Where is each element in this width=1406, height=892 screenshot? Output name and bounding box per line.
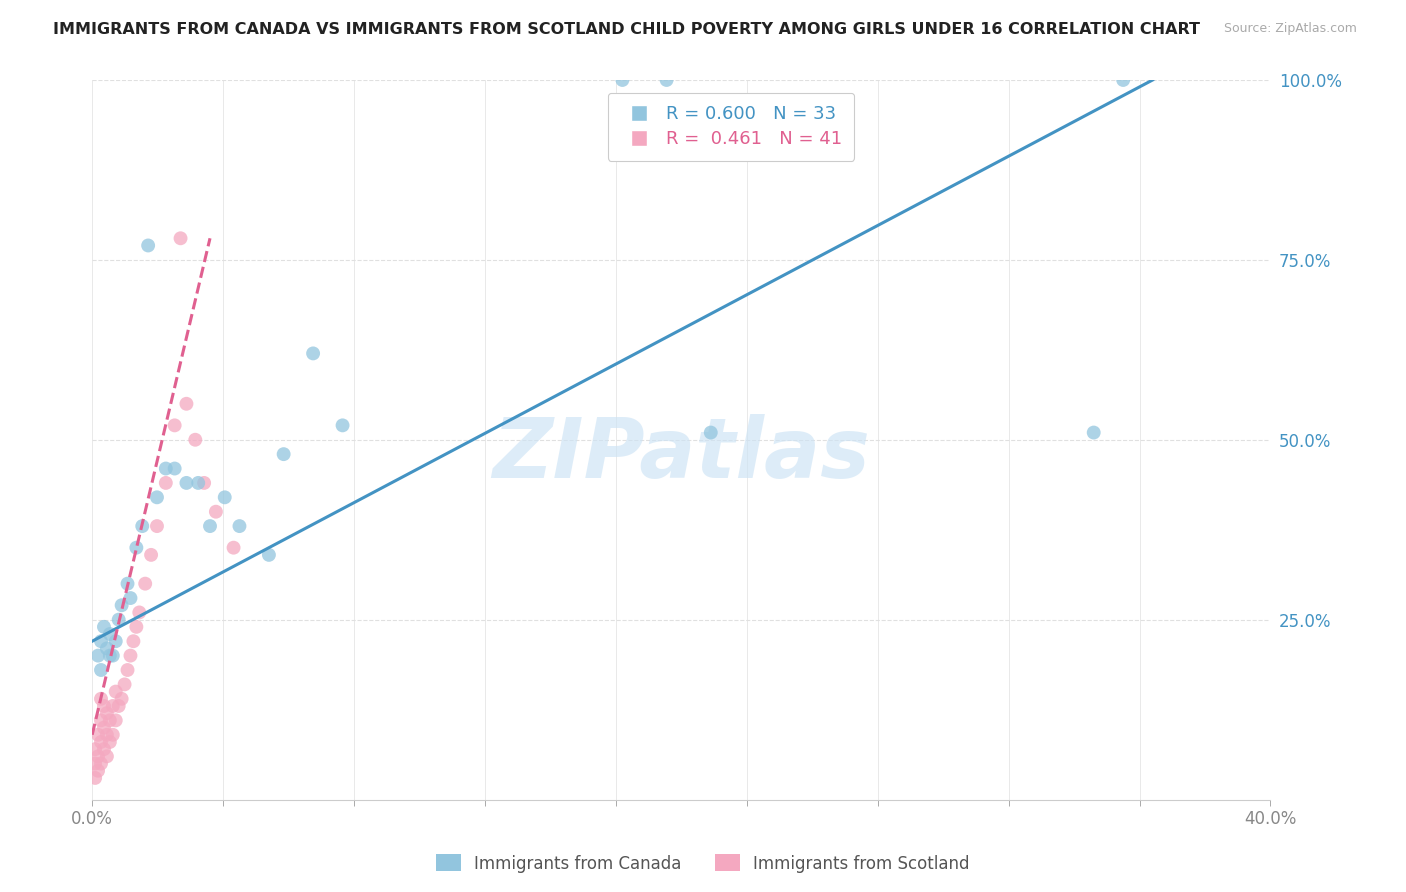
Point [655,73,678,87]
Point [90,691,112,706]
Point [136,238,159,252]
Point [96,706,118,721]
Text: IMMIGRANTS FROM CANADA VS IMMIGRANTS FROM SCOTLAND CHILD POVERTY AMONG GIRLS UND: IMMIGRANTS FROM CANADA VS IMMIGRANTS FRO… [53,22,1201,37]
Point [700,425,723,440]
Point [114,677,136,691]
Point [163,418,186,433]
Point [90,663,112,677]
Point [117,576,139,591]
Point [93,698,115,713]
Point [184,433,207,447]
Point [84,756,107,771]
Point [193,475,215,490]
Point [176,397,198,411]
Text: Source: ZipAtlas.com: Source: ZipAtlas.com [1223,22,1357,36]
Point [163,461,186,475]
Point [222,541,245,555]
Point [139,548,162,562]
Point [273,447,295,461]
Point [87,648,110,663]
Point [90,756,112,771]
Point [155,461,177,475]
Point [98,735,121,749]
Point [128,606,150,620]
Point [93,742,115,756]
Point [1112,73,1135,87]
Point [111,691,134,706]
Point [96,749,118,764]
Point [87,728,110,742]
Legend: Immigrants from Canada, Immigrants from Scotland: Immigrants from Canada, Immigrants from … [429,847,977,880]
Point [612,73,634,87]
Point [104,634,127,648]
Point [90,714,112,728]
Point [176,475,198,490]
Point [187,475,209,490]
Point [104,714,127,728]
Point [205,505,228,519]
Point [146,519,169,533]
Point [90,735,112,749]
Point [107,698,129,713]
Point [198,519,221,533]
Point [257,548,280,562]
Point [93,721,115,735]
Point [101,698,124,713]
Point [84,771,107,785]
Point [120,648,142,663]
Point [169,231,191,245]
Point [87,764,110,778]
Point [98,648,121,663]
Text: ZIPatlas: ZIPatlas [492,414,870,495]
Point [332,418,354,433]
Point [228,519,250,533]
Point [302,346,325,360]
Point [117,663,139,677]
Point [214,491,236,505]
Point [84,742,107,756]
Point [1083,425,1105,440]
Point [107,613,129,627]
Point [93,620,115,634]
Point [111,599,134,613]
Point [134,576,156,591]
Point [155,475,177,490]
Point [125,541,148,555]
Point [87,749,110,764]
Point [90,634,112,648]
Point [98,714,121,728]
Point [101,648,124,663]
Point [131,519,153,533]
Point [125,620,148,634]
Point [146,491,169,505]
Point [96,641,118,656]
Point [96,728,118,742]
Point [104,684,127,698]
Point [120,591,142,605]
Point [122,634,145,648]
Point [101,728,124,742]
Legend: R = 0.600   N = 33, R =  0.461   N = 41: R = 0.600 N = 33, R = 0.461 N = 41 [607,93,855,161]
Point [98,627,121,641]
